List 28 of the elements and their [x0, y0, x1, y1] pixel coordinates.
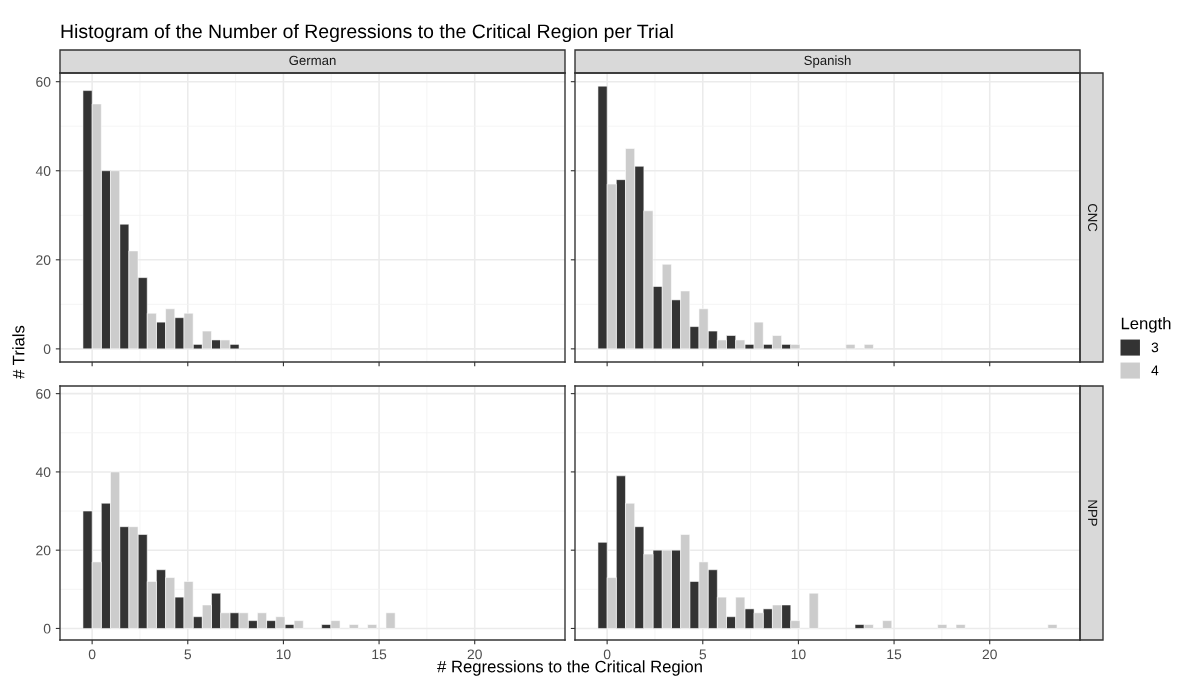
text: Histogram of the Number of Regressions to the Critical Region per Trial — [61, 23, 673, 43]
y-tick-label: 0 — [43, 623, 51, 634]
x-tick-label: 5 — [184, 649, 192, 660]
y-tick-label: 60 — [36, 388, 51, 399]
y-tick-label: 20 — [36, 255, 51, 265]
x-tick-label: 10 — [791, 649, 806, 660]
x-tick-label: 20 — [982, 649, 997, 660]
x-tick-label: 0 — [603, 649, 611, 660]
y-tick-label: 40 — [35, 467, 51, 478]
chart-title: Spanish — [804, 55, 851, 68]
x-tick-label: 10 — [276, 649, 291, 660]
x-tick-label: 5 — [699, 649, 707, 660]
legend-label: 3 — [1151, 342, 1159, 353]
x-tick-label: 0 — [88, 649, 96, 660]
x-axis-title: # Regressions to the Critical Region — [437, 660, 702, 676]
x-tick-label: 15 — [887, 649, 902, 660]
y-tick-label: 60 — [36, 77, 51, 87]
y2-axis-title: NPP — [1088, 500, 1098, 526]
y2-axis-title: CNC — [1087, 203, 1098, 232]
x-tick-label: 20 — [467, 649, 482, 660]
y-axis-title: # Trials — [12, 325, 25, 379]
y-tick-label: 40 — [35, 166, 51, 176]
y-tick-label: 0 — [43, 344, 51, 355]
chart-title: German — [289, 55, 336, 66]
legend-title: Length — [1121, 317, 1171, 333]
y-tick-label: 20 — [36, 545, 51, 556]
x-tick-label: 15 — [372, 649, 387, 660]
legend-label: 4 — [1151, 365, 1159, 376]
